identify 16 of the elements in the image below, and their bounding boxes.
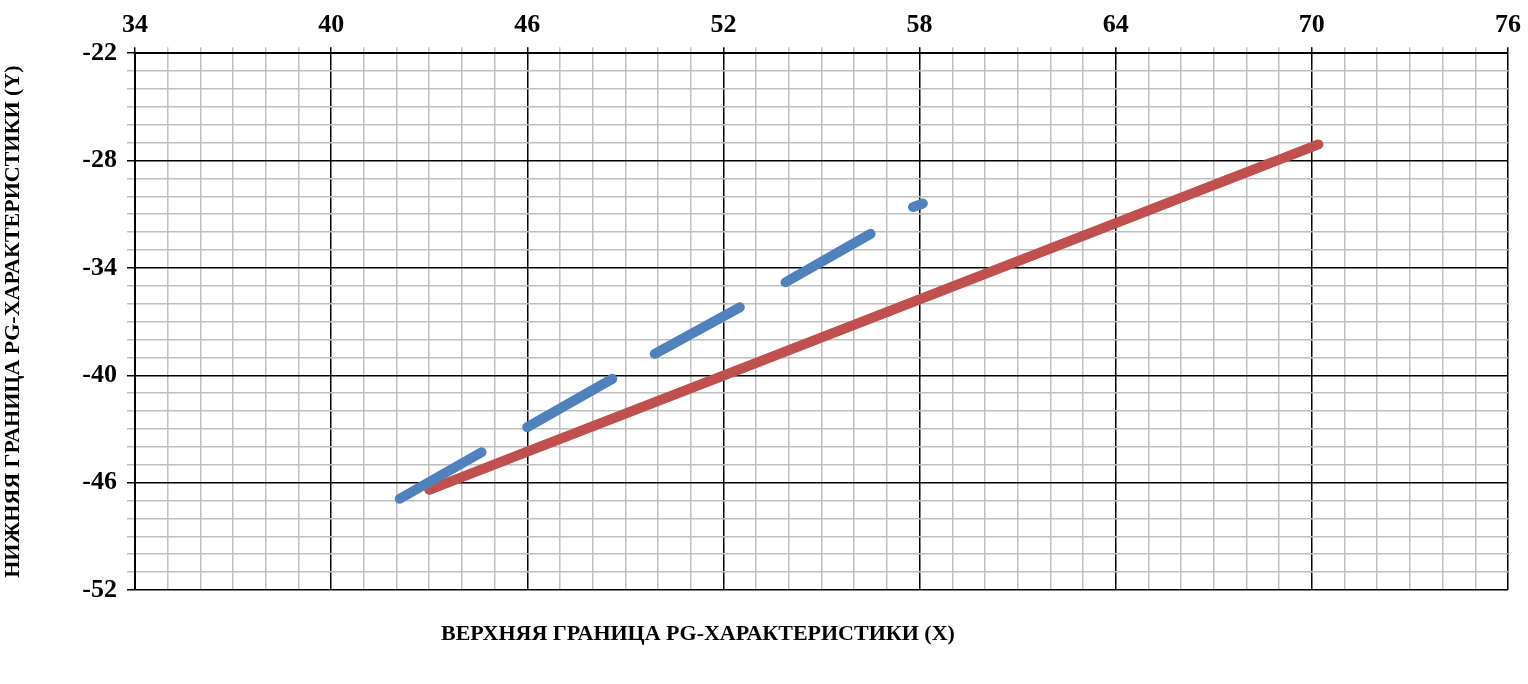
x-tick-label: 70 — [1298, 9, 1325, 39]
y-tick-label: -40 — [82, 359, 117, 388]
x-tick-label: 58 — [906, 9, 933, 39]
y-axis-title: НИЖНЯЯ ГРАНИЦА PG-ХАРАКТЕРИСТИКИ (Y) — [0, 65, 24, 578]
y-tick-label: -22 — [82, 36, 117, 66]
x-tick-label: 34 — [122, 9, 148, 39]
y-tick-label: -52 — [82, 573, 117, 603]
y-tick-label: -34 — [82, 251, 117, 281]
x-tick-label: 52 — [710, 9, 737, 39]
x-tick-label: 76 — [1495, 9, 1521, 39]
x-axis-title: ВЕРХНЯЯ ГРАНИЦА PG-ХАРАКТЕРИСТИКИ (X) — [440, 619, 955, 645]
x-tick-label: 40 — [318, 9, 345, 39]
y-tick-label: -46 — [82, 466, 117, 496]
y-tick-label: -28 — [82, 144, 117, 174]
x-tick-label: 64 — [1102, 9, 1129, 39]
x-tick-label: 46 — [514, 9, 541, 39]
